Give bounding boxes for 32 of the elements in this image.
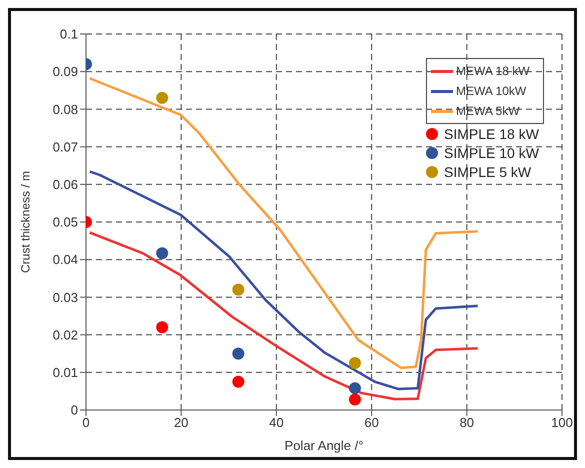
point	[348, 393, 361, 406]
legend-label: SIMPLE 18 kW	[444, 126, 539, 142]
y-tick-label: 0.03	[52, 290, 78, 305]
x-tick-label: 20	[174, 415, 188, 430]
x-tick-label: 100	[551, 415, 573, 430]
point	[232, 376, 244, 388]
x-tick-label: 0	[82, 415, 90, 430]
point	[156, 247, 168, 260]
legend-label: SIMPLE 5 kW	[444, 164, 532, 180]
y-tick-label: 0.01	[52, 365, 78, 380]
point	[156, 92, 168, 104]
y-tick-label: 0.04	[52, 252, 78, 268]
y-tick-label: 0.02	[52, 327, 78, 342]
y-tick-label: 0	[70, 402, 78, 418]
point	[348, 382, 361, 394]
point	[232, 348, 244, 360]
legend-label: SIMPLE 10 kW	[444, 144, 539, 160]
x-tick-label: 80	[460, 415, 474, 430]
y-tick-label: 0.05	[52, 214, 78, 230]
y-tick-label: 0.06	[52, 177, 78, 192]
point	[156, 321, 168, 334]
x-tick-label: 60	[364, 415, 379, 430]
x-axis-title: Polar Angle /°	[284, 438, 364, 453]
y-tick-label: 0.09	[52, 64, 78, 80]
y-tick-label: 0.1	[60, 26, 78, 42]
x-tick-label: 40	[269, 415, 284, 430]
legend-label: MEWA 10kW	[456, 84, 526, 98]
y-tick-label: 0.07	[52, 139, 78, 154]
point	[232, 284, 244, 296]
y-axis-title: Crust thickness / m	[18, 170, 32, 274]
y-tick-label: 0.08	[52, 102, 78, 117]
point	[348, 357, 361, 369]
